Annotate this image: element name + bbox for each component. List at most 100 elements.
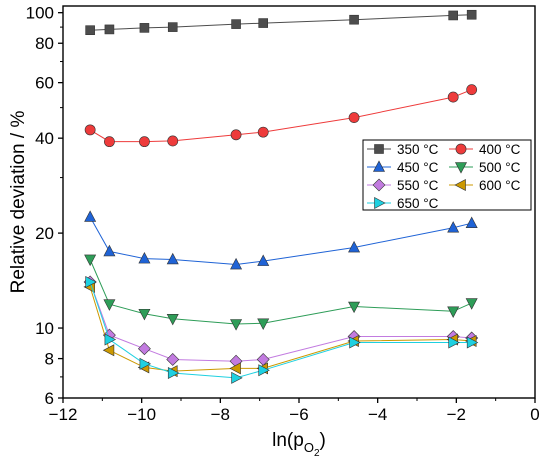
data-point bbox=[348, 301, 361, 314]
series-layer bbox=[83, 9, 479, 384]
legend-item: 350 °C bbox=[367, 142, 439, 157]
x-tick-label: −8 bbox=[211, 405, 230, 424]
legend-label: 600 °C bbox=[479, 178, 521, 193]
data-point bbox=[104, 24, 115, 35]
data-point bbox=[103, 244, 116, 257]
data-point bbox=[166, 313, 179, 326]
y-tick-label: 6 bbox=[45, 389, 54, 408]
y-axis-label: Relative deviation / % bbox=[8, 111, 29, 294]
x-tick-label: −2 bbox=[447, 405, 466, 424]
ticks-layer: −12 −10 −8 −6 −4 −2 0 6 8 10 20 40 60 80 100 bbox=[26, 4, 540, 424]
x-axis-label-sub: O bbox=[304, 440, 314, 455]
legend-marker bbox=[455, 162, 467, 174]
series-line bbox=[89, 216, 472, 266]
legend: 350 °C 400 °C 450 °C 500 °C 550 °C 600 °C 650 … bbox=[362, 139, 532, 211]
data-point bbox=[85, 25, 95, 35]
data-point bbox=[349, 336, 361, 349]
series-line bbox=[89, 89, 472, 143]
x-tick-label: −12 bbox=[49, 405, 78, 424]
legend-item: 400 °C bbox=[449, 142, 521, 157]
legend-label: 500 °C bbox=[479, 160, 521, 175]
data-point bbox=[102, 344, 115, 357]
y-tick-label: 40 bbox=[35, 129, 54, 148]
legend-item: 550 °C bbox=[367, 178, 439, 193]
data-point bbox=[447, 306, 460, 318]
data-point bbox=[465, 216, 478, 229]
y-tick-label: 80 bbox=[35, 34, 54, 53]
data-point bbox=[84, 254, 97, 267]
x-axis-label: ln(pO2) bbox=[272, 430, 326, 459]
legend-item: 500 °C bbox=[449, 160, 521, 175]
data-point bbox=[167, 22, 178, 32]
data-point bbox=[257, 126, 269, 138]
data-point bbox=[448, 336, 460, 349]
y-tick-label: 8 bbox=[45, 350, 54, 369]
x-tick-label: −10 bbox=[127, 405, 156, 424]
data-point bbox=[85, 275, 97, 288]
data-point bbox=[231, 371, 243, 384]
data-point bbox=[138, 308, 151, 321]
y-tick-label: 10 bbox=[35, 319, 54, 338]
legend-marker bbox=[374, 144, 384, 154]
data-point bbox=[138, 251, 151, 264]
legend-marker bbox=[455, 143, 467, 155]
legend-label: 400 °C bbox=[479, 142, 521, 157]
legend-item: 650 °C bbox=[367, 196, 439, 211]
data-point bbox=[104, 333, 117, 346]
data-point bbox=[229, 362, 241, 375]
legend-label: 550 °C bbox=[397, 178, 439, 193]
data-point bbox=[166, 353, 180, 366]
data-point bbox=[230, 257, 243, 270]
data-point bbox=[84, 210, 97, 222]
x-tick-label: −6 bbox=[289, 405, 308, 424]
data-point bbox=[231, 19, 241, 29]
legend-marker bbox=[372, 178, 386, 192]
series-0 bbox=[85, 9, 477, 35]
data-point bbox=[466, 9, 477, 20]
data-point bbox=[137, 342, 151, 356]
legend-item: 450 °C bbox=[367, 160, 439, 175]
data-point bbox=[103, 299, 116, 311]
data-point bbox=[448, 10, 458, 21]
data-point bbox=[230, 129, 242, 141]
data-point bbox=[258, 364, 270, 377]
data-point bbox=[349, 14, 359, 25]
series-1 bbox=[84, 84, 478, 148]
data-point bbox=[84, 124, 96, 136]
data-point bbox=[139, 136, 150, 148]
data-point bbox=[348, 240, 361, 253]
legend-label: 650 °C bbox=[397, 196, 439, 211]
series-3 bbox=[84, 254, 478, 331]
x-axis-label-close: ) bbox=[320, 430, 326, 451]
legend-marker bbox=[373, 160, 385, 172]
x-axis-label-main: ln(p bbox=[272, 430, 304, 451]
data-point bbox=[167, 367, 180, 380]
data-point bbox=[257, 318, 270, 330]
data-point bbox=[104, 136, 115, 148]
data-point bbox=[447, 91, 459, 103]
data-point bbox=[258, 18, 269, 28]
legend-item: 600 °C bbox=[449, 178, 521, 193]
data-point bbox=[230, 319, 243, 331]
legend-box bbox=[362, 139, 532, 211]
series-2 bbox=[84, 210, 478, 270]
data-point bbox=[257, 254, 270, 266]
x-tick-label: 0 bbox=[530, 405, 539, 424]
data-point bbox=[465, 298, 478, 310]
y-tick-label: 20 bbox=[35, 224, 54, 243]
data-point bbox=[166, 252, 179, 265]
series-6 bbox=[85, 275, 479, 384]
data-point bbox=[466, 336, 479, 349]
x-axis-label-subsub: 2 bbox=[314, 448, 320, 459]
y-tick-label: 100 bbox=[26, 4, 54, 23]
data-point bbox=[139, 357, 152, 370]
legend-label: 450 °C bbox=[397, 160, 439, 175]
data-point bbox=[348, 112, 360, 123]
series-4 bbox=[83, 275, 479, 368]
data-point bbox=[139, 23, 150, 33]
data-point bbox=[167, 135, 179, 147]
data-point bbox=[447, 221, 460, 233]
x-tick-label: −4 bbox=[368, 405, 387, 424]
